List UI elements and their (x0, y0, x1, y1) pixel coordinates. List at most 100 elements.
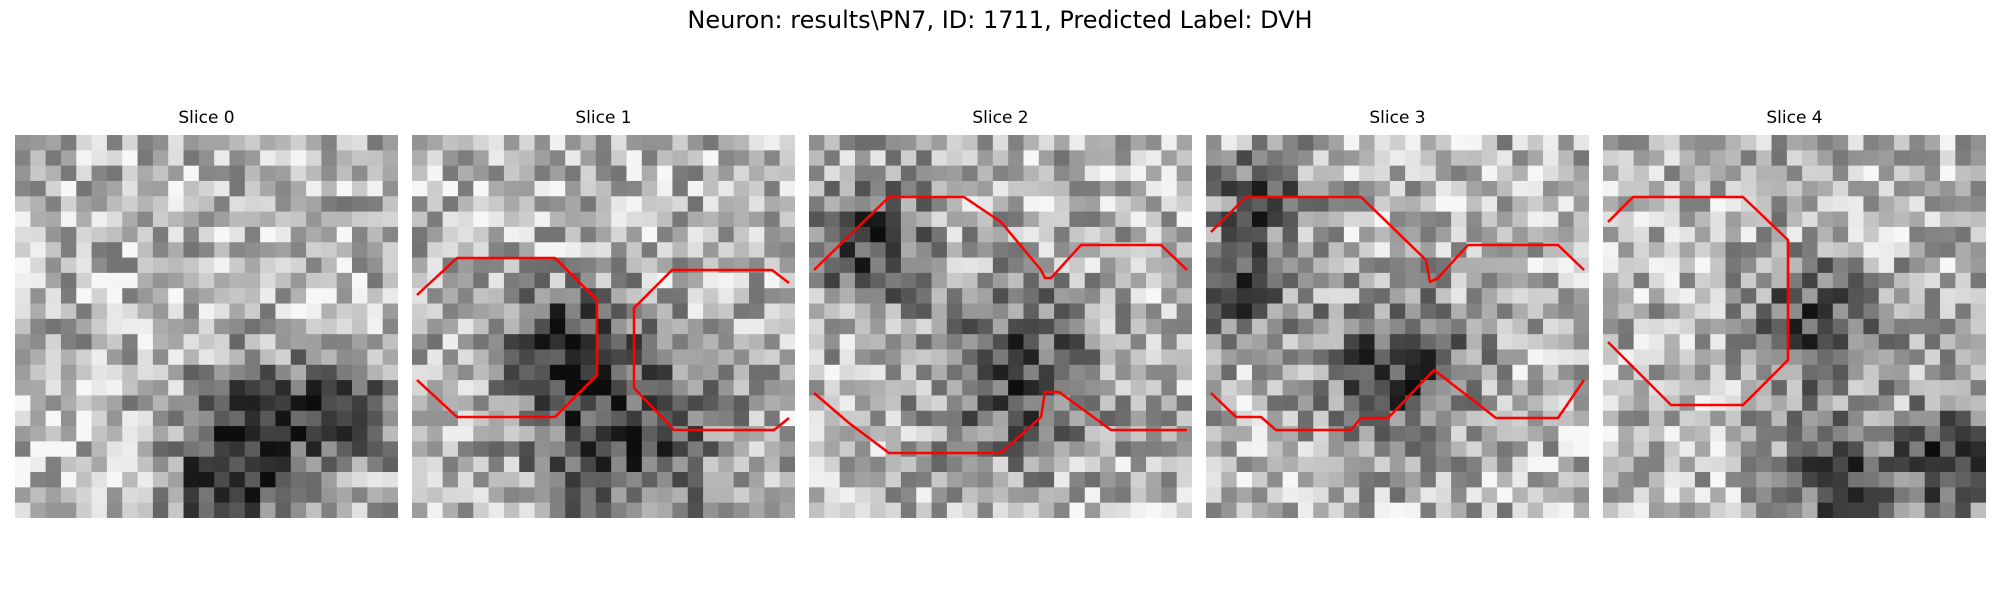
pixel (870, 441, 887, 458)
pixel (565, 150, 582, 167)
pixel (1863, 318, 1880, 335)
pixel (1221, 272, 1238, 289)
pixel (1497, 456, 1513, 473)
pixel (1710, 272, 1727, 289)
pixel (1343, 334, 1360, 351)
pixel (749, 303, 765, 320)
pixel (30, 502, 47, 518)
pixel (824, 334, 841, 351)
pixel (1694, 334, 1711, 351)
pixel (457, 288, 474, 305)
pixel (595, 257, 612, 274)
pixel (321, 487, 338, 504)
pixel (1664, 165, 1681, 182)
pixel (1206, 441, 1222, 458)
pixel (565, 180, 582, 197)
pixel (137, 395, 154, 412)
pixel (352, 502, 368, 518)
pixel (183, 441, 200, 458)
pixel (1756, 196, 1773, 213)
pixel (687, 226, 704, 243)
pixel (549, 226, 566, 243)
pixel (1328, 472, 1345, 488)
pixel (1267, 472, 1284, 488)
pixel (824, 165, 841, 182)
pixel (1008, 318, 1025, 335)
pixel (1756, 318, 1773, 335)
pixel (1206, 303, 1222, 320)
pixel (916, 456, 933, 473)
pixel (30, 242, 47, 259)
pixel (1694, 226, 1711, 243)
pixel (839, 410, 856, 427)
pixel (382, 472, 398, 488)
pixel (1527, 349, 1544, 366)
pixel (45, 364, 62, 381)
pixel (977, 472, 994, 488)
pixel (1909, 456, 1926, 473)
pixel (1648, 456, 1665, 473)
pixel (1558, 288, 1575, 305)
pixel (152, 318, 169, 335)
pixel (1618, 334, 1635, 351)
pixel (1694, 272, 1711, 289)
pixel (519, 318, 536, 335)
pixel (1221, 410, 1238, 427)
pixel (641, 410, 658, 427)
figure-title: Neuron: results\PN7, ID: 1711, Predicted… (687, 6, 1313, 34)
pixel (168, 150, 185, 167)
pixel (931, 349, 948, 366)
pixel (336, 349, 353, 366)
pixel (580, 135, 597, 151)
pixel (1832, 487, 1849, 504)
pixel (1633, 502, 1650, 518)
pixel (45, 456, 62, 473)
pixel (916, 180, 933, 197)
pixel (565, 318, 582, 335)
pixel (168, 349, 185, 366)
pixel (1725, 334, 1742, 351)
pixel (1374, 441, 1391, 458)
pixel (764, 456, 781, 473)
pixel (657, 165, 674, 182)
pixel (1817, 426, 1834, 442)
pixel (657, 334, 674, 351)
pixel (718, 180, 735, 197)
pixel (1313, 426, 1330, 442)
pixel (519, 410, 536, 427)
pixel (214, 395, 231, 412)
pixel (1940, 426, 1956, 442)
pixel (1069, 196, 1086, 213)
pixel (503, 211, 520, 228)
pixel (1848, 135, 1865, 151)
pixel (1236, 272, 1253, 289)
pixel (260, 349, 277, 366)
pixel (1694, 165, 1711, 182)
pixel (962, 150, 979, 167)
pixel (962, 211, 979, 228)
pixel (641, 502, 658, 518)
pixel (260, 226, 277, 243)
pixel (1251, 242, 1268, 259)
pixel (992, 165, 1009, 182)
pixel (1069, 150, 1086, 167)
pixel (611, 211, 628, 228)
pixel (595, 226, 612, 243)
pixel (1786, 303, 1803, 320)
pixel (1543, 303, 1559, 320)
pixel (1405, 242, 1422, 259)
pixel (260, 257, 277, 274)
pixel (1313, 349, 1330, 366)
pixel (1313, 364, 1330, 381)
pixel (1817, 334, 1834, 351)
pixel (1802, 226, 1819, 243)
pixel (885, 272, 902, 289)
pixel (854, 303, 871, 320)
pixel (168, 272, 185, 289)
pixel (260, 487, 277, 504)
pixel (275, 257, 292, 274)
pixel (1817, 257, 1834, 274)
pixel (1786, 456, 1803, 473)
pixel (870, 196, 887, 213)
pixel (1221, 242, 1238, 259)
